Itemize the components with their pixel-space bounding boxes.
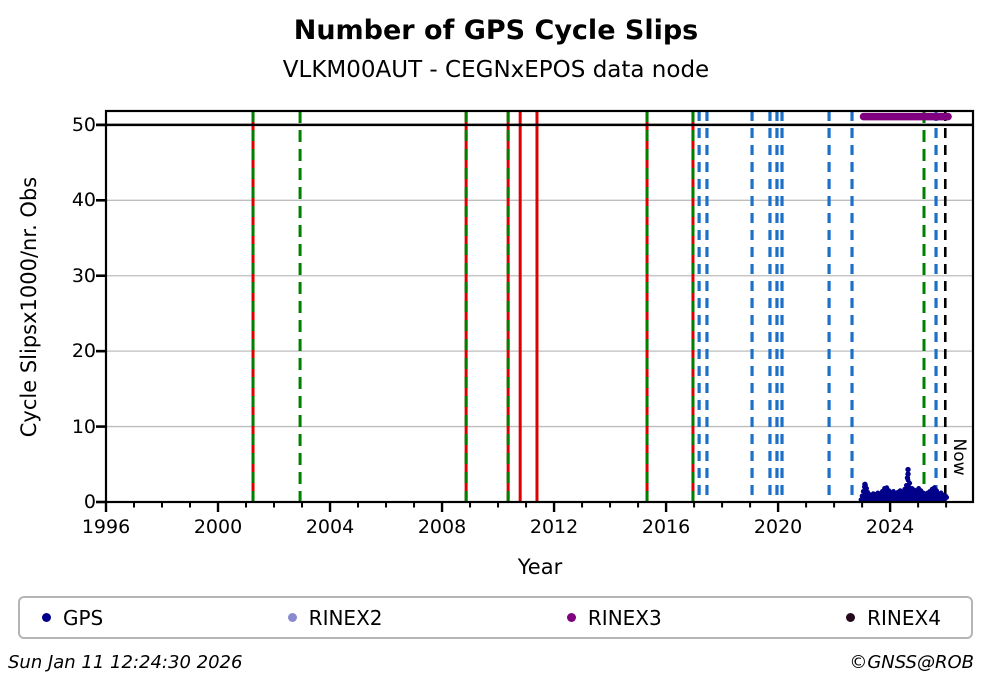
x-tick-label: 2008	[417, 516, 467, 538]
legend-item-rinex3: RINEX3	[566, 605, 662, 630]
credit: ©GNSS@ROB	[849, 652, 974, 673]
chart-title: Number of GPS Cycle Slips	[293, 15, 699, 46]
legend-item-rinex4: RINEX4	[846, 606, 941, 630]
x-axis-label: Year	[517, 555, 563, 579]
legend-label: GPS	[63, 605, 104, 630]
legend-item-gps: GPS	[42, 606, 103, 630]
legend-dot-icon	[287, 613, 297, 622]
timestamp: Sun Jan 11 12:24:30 2026	[8, 652, 243, 673]
x-tick-label: 2020	[753, 516, 803, 538]
x-tick-label: 2024	[865, 516, 915, 538]
y-axis-label: Cycle Slipsx1000/nr. Obs	[17, 176, 41, 438]
y-tick-label: 40	[71, 189, 96, 212]
legend-dot-icon	[42, 613, 51, 622]
now-label: Now	[949, 438, 969, 476]
chart-subtitle: VLKM00AUT - CEGNxEPOS data node	[282, 57, 710, 83]
x-tick-label: 2004	[305, 516, 355, 538]
x-tick-label: 2012	[529, 516, 579, 538]
gps-scatter	[858, 466, 950, 503]
legend-label: RINEX3	[587, 605, 662, 630]
legend-dot-icon	[566, 613, 576, 622]
y-tick-label: 10	[71, 415, 96, 438]
legend: GPS RINEX2 RINEX3 RINEX4	[18, 596, 973, 639]
y-tick-label: 0	[83, 491, 96, 513]
event-lines	[251, 111, 938, 502]
y-tick-label: 50	[71, 113, 96, 136]
y-tick-label: 20	[71, 340, 96, 363]
y-tick-label: 30	[71, 264, 96, 287]
legend-label: RINEX2	[308, 605, 383, 630]
legend-dot-icon	[846, 613, 856, 622]
x-tick-label: 2016	[641, 516, 691, 538]
gridlines	[106, 124, 973, 428]
legend-label: RINEX4	[867, 605, 941, 630]
axes	[96, 109, 975, 512]
x-tick-label: 2000	[193, 516, 243, 538]
legend-item-rinex2: RINEX2	[287, 605, 383, 630]
x-tick-label: 1996	[81, 516, 131, 538]
